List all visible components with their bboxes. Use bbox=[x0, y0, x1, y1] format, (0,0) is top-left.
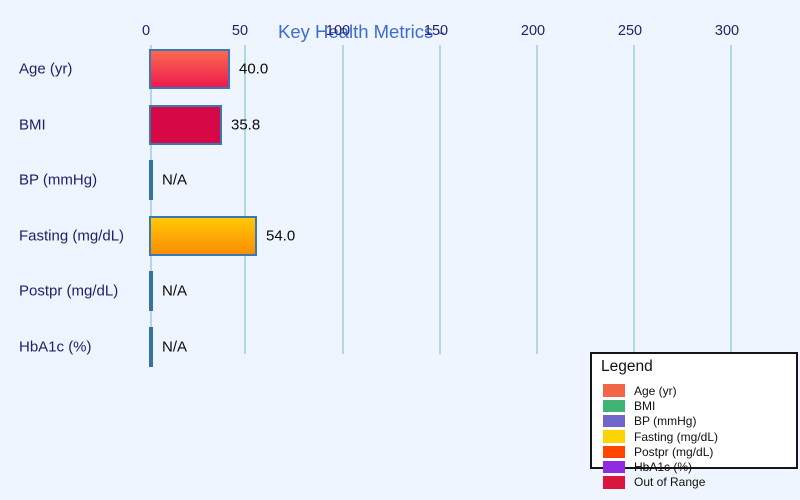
x-tick-label: 200 bbox=[520, 23, 546, 39]
category-label: Postpr (mg/dL) bbox=[19, 282, 119, 300]
bar-bp bbox=[149, 160, 153, 200]
legend-title: Legend bbox=[601, 358, 653, 375]
legend-label: Out of Range bbox=[634, 475, 706, 490]
legend-entry: Postpr (mg/dL) bbox=[603, 444, 796, 459]
bar-row: Postpr (mg/dL) N/A bbox=[0, 271, 800, 311]
chart-title: Key Health Metrics - bbox=[278, 21, 445, 42]
legend-entry: Out of Range bbox=[603, 475, 796, 490]
bar-row: BP (mmHg) N/A bbox=[0, 160, 800, 200]
x-tick-label: 150 bbox=[423, 23, 449, 39]
bar-postpr bbox=[149, 271, 153, 311]
legend-label: Fasting (mg/dL) bbox=[634, 429, 719, 444]
value-label: N/A bbox=[162, 282, 188, 300]
legend-box: Legend Age (yr) BMI BP (mmHg) Fasting (m… bbox=[590, 352, 798, 489]
category-label: BP (mmHg) bbox=[19, 171, 98, 189]
gridline bbox=[536, 45, 538, 354]
legend-swatch bbox=[603, 430, 625, 443]
value-label: 54.0 bbox=[266, 227, 296, 245]
bar-age bbox=[149, 49, 230, 89]
legend-swatch bbox=[603, 445, 625, 459]
category-label: HbA1c (%) bbox=[19, 338, 92, 356]
legend-swatch bbox=[603, 476, 625, 489]
bar-bmi bbox=[149, 105, 222, 145]
value-label: 35.8 bbox=[231, 116, 261, 134]
bar-row: Fasting (mg/dL) 54.0 bbox=[0, 216, 800, 256]
legend-rows: Age (yr) BMI BP (mmHg) Fasting (mg/dL) P… bbox=[603, 383, 796, 490]
legend-entry: BP (mmHg) bbox=[603, 414, 796, 429]
legend-label: BMI bbox=[634, 398, 656, 413]
legend-label: Age (yr) bbox=[634, 383, 677, 398]
gridline bbox=[633, 45, 635, 354]
gridline bbox=[730, 45, 732, 354]
category-label: BMI bbox=[19, 116, 46, 134]
bar-row: HbA1c (%) N/A bbox=[0, 327, 800, 367]
category-label: Fasting (mg/dL) bbox=[19, 227, 125, 245]
gridline bbox=[342, 45, 344, 354]
legend-label: BP (mmHg) bbox=[634, 414, 697, 429]
x-tick-label: 50 bbox=[231, 23, 249, 39]
legend-label: HbA1c (%) bbox=[634, 460, 693, 475]
legend-label: Postpr (mg/dL) bbox=[634, 444, 714, 459]
legend-entry: BMI bbox=[603, 398, 796, 413]
category-label: Age (yr) bbox=[19, 60, 73, 78]
legend-entry: Age (yr) bbox=[603, 383, 796, 398]
legend-swatch bbox=[603, 414, 625, 428]
value-label: 40.0 bbox=[239, 60, 269, 78]
gridline bbox=[439, 45, 441, 354]
bar-row: BMI 35.8 bbox=[0, 105, 800, 145]
x-tick-label: 100 bbox=[325, 23, 351, 39]
legend-swatch bbox=[603, 399, 625, 413]
legend-entry: HbA1c (%) bbox=[603, 459, 796, 474]
legend-swatch bbox=[603, 384, 625, 397]
value-label: N/A bbox=[162, 171, 188, 189]
bar-hba1c bbox=[149, 327, 153, 367]
bar-fasting bbox=[149, 216, 257, 256]
gridline bbox=[244, 45, 246, 354]
x-tick-label: 0 bbox=[141, 23, 151, 39]
x-tick-label: 250 bbox=[617, 23, 643, 39]
legend-entry: Fasting (mg/dL) bbox=[603, 429, 796, 444]
value-label: N/A bbox=[162, 338, 188, 356]
legend-swatch bbox=[603, 460, 625, 474]
x-tick-label: 300 bbox=[714, 23, 740, 39]
bar-row: Age (yr) 40.0 bbox=[0, 49, 800, 89]
